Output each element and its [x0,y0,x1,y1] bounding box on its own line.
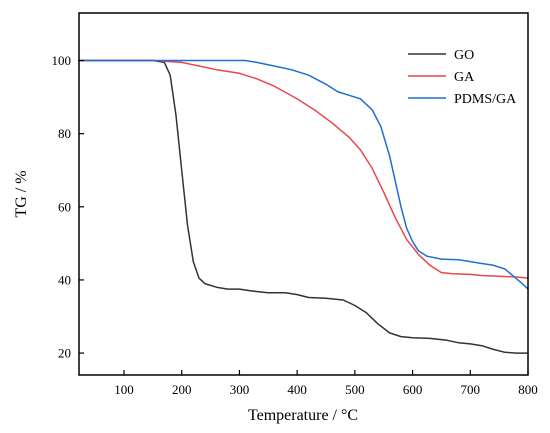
x-tick-label: 100 [114,382,134,397]
y-axis-title: TG / % [13,170,30,217]
series-line-ga [78,59,529,279]
x-tick-label: 600 [403,382,423,397]
legend-label: PDMS/GA [454,92,517,107]
y-tick-label: 20 [58,346,71,361]
x-tick-label: 200 [172,382,192,397]
x-tick-label: 400 [287,382,307,397]
x-axis-ticks: 100 200 300 400 500 600 700 800 [114,370,538,397]
legend: GO GA PDMS/GA [408,48,517,107]
y-tick-label: 60 [58,199,71,214]
plot-frame [78,12,529,376]
x-tick-label: 500 [345,382,365,397]
y-tick-label: 80 [58,126,71,141]
x-tick-label: 300 [230,382,250,397]
legend-label: GA [454,70,475,85]
legend-label: GO [454,48,474,63]
x-tick-label: 800 [518,382,538,397]
series-line-go [78,59,529,354]
x-tick-label: 700 [461,382,481,397]
y-tick-label: 100 [52,53,72,68]
y-tick-label: 40 [58,272,71,287]
y-axis-ticks: 20 40 60 80 100 [52,53,84,361]
series-layer [78,59,529,354]
x-axis-title: Temperature / °C [248,407,358,424]
series-line-pdms-ga [78,59,529,290]
